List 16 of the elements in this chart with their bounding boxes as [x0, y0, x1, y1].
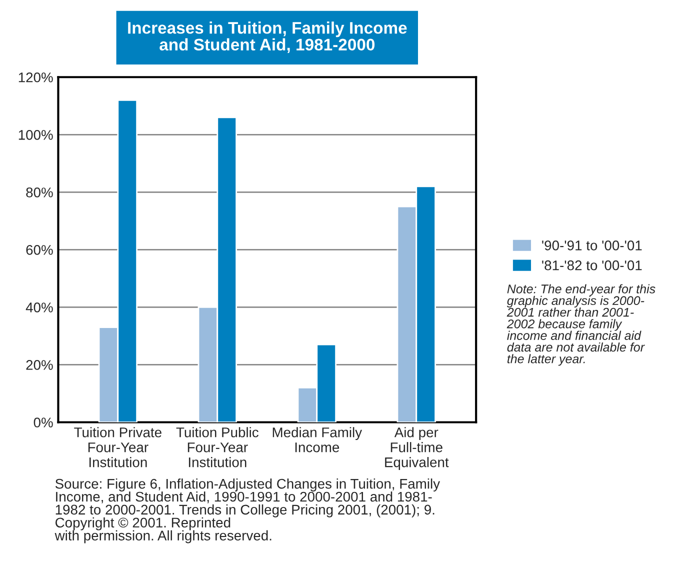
x-tick-label: Tuition Private Four-Year Institution [74, 427, 162, 468]
x-tick-label: Aid per Full-time Equivalent [385, 427, 449, 470]
text: Note: The end-year for this graphic analysis is 2000- 2001 rather than 2001- 2002 because family income and financial aid data are not available for the latter year. [506, 284, 656, 366]
y-tick-label: 120% [18, 72, 53, 82]
source-note: Source: Figure 6, Inflation-Adjusted Changes in Tuition, Family Income, and Student Aid, 1990-1991 to 2000-2001 and 1981- 1982 to 2000-2001. Trends in College Pricing 2001, (2001); 9. Copyright © 2001. Reprinted with permission. All rights reserved. [54, 478, 440, 544]
x-tick-label: Median Family Income [272, 427, 362, 452]
y-tick-label: 60% [26, 245, 53, 255]
y-tick-label: 80% [26, 188, 53, 198]
x-tick-label: Tuition Public Four-Year Institution [176, 427, 258, 468]
y-tick-label: 20% [26, 360, 53, 370]
legend-label: '81-'82 to '00-'01 [542, 260, 642, 270]
y-tick-label: 100% [18, 130, 53, 140]
y-tick-label: 0% [34, 418, 53, 428]
chart-title: Increases in Tuition, Family Income and Student Aid, 1981-2000 [128, 22, 407, 53]
legend-label: '90-'91 to '00-'01 [542, 240, 642, 250]
y-tick-label: 40% [26, 302, 53, 312]
